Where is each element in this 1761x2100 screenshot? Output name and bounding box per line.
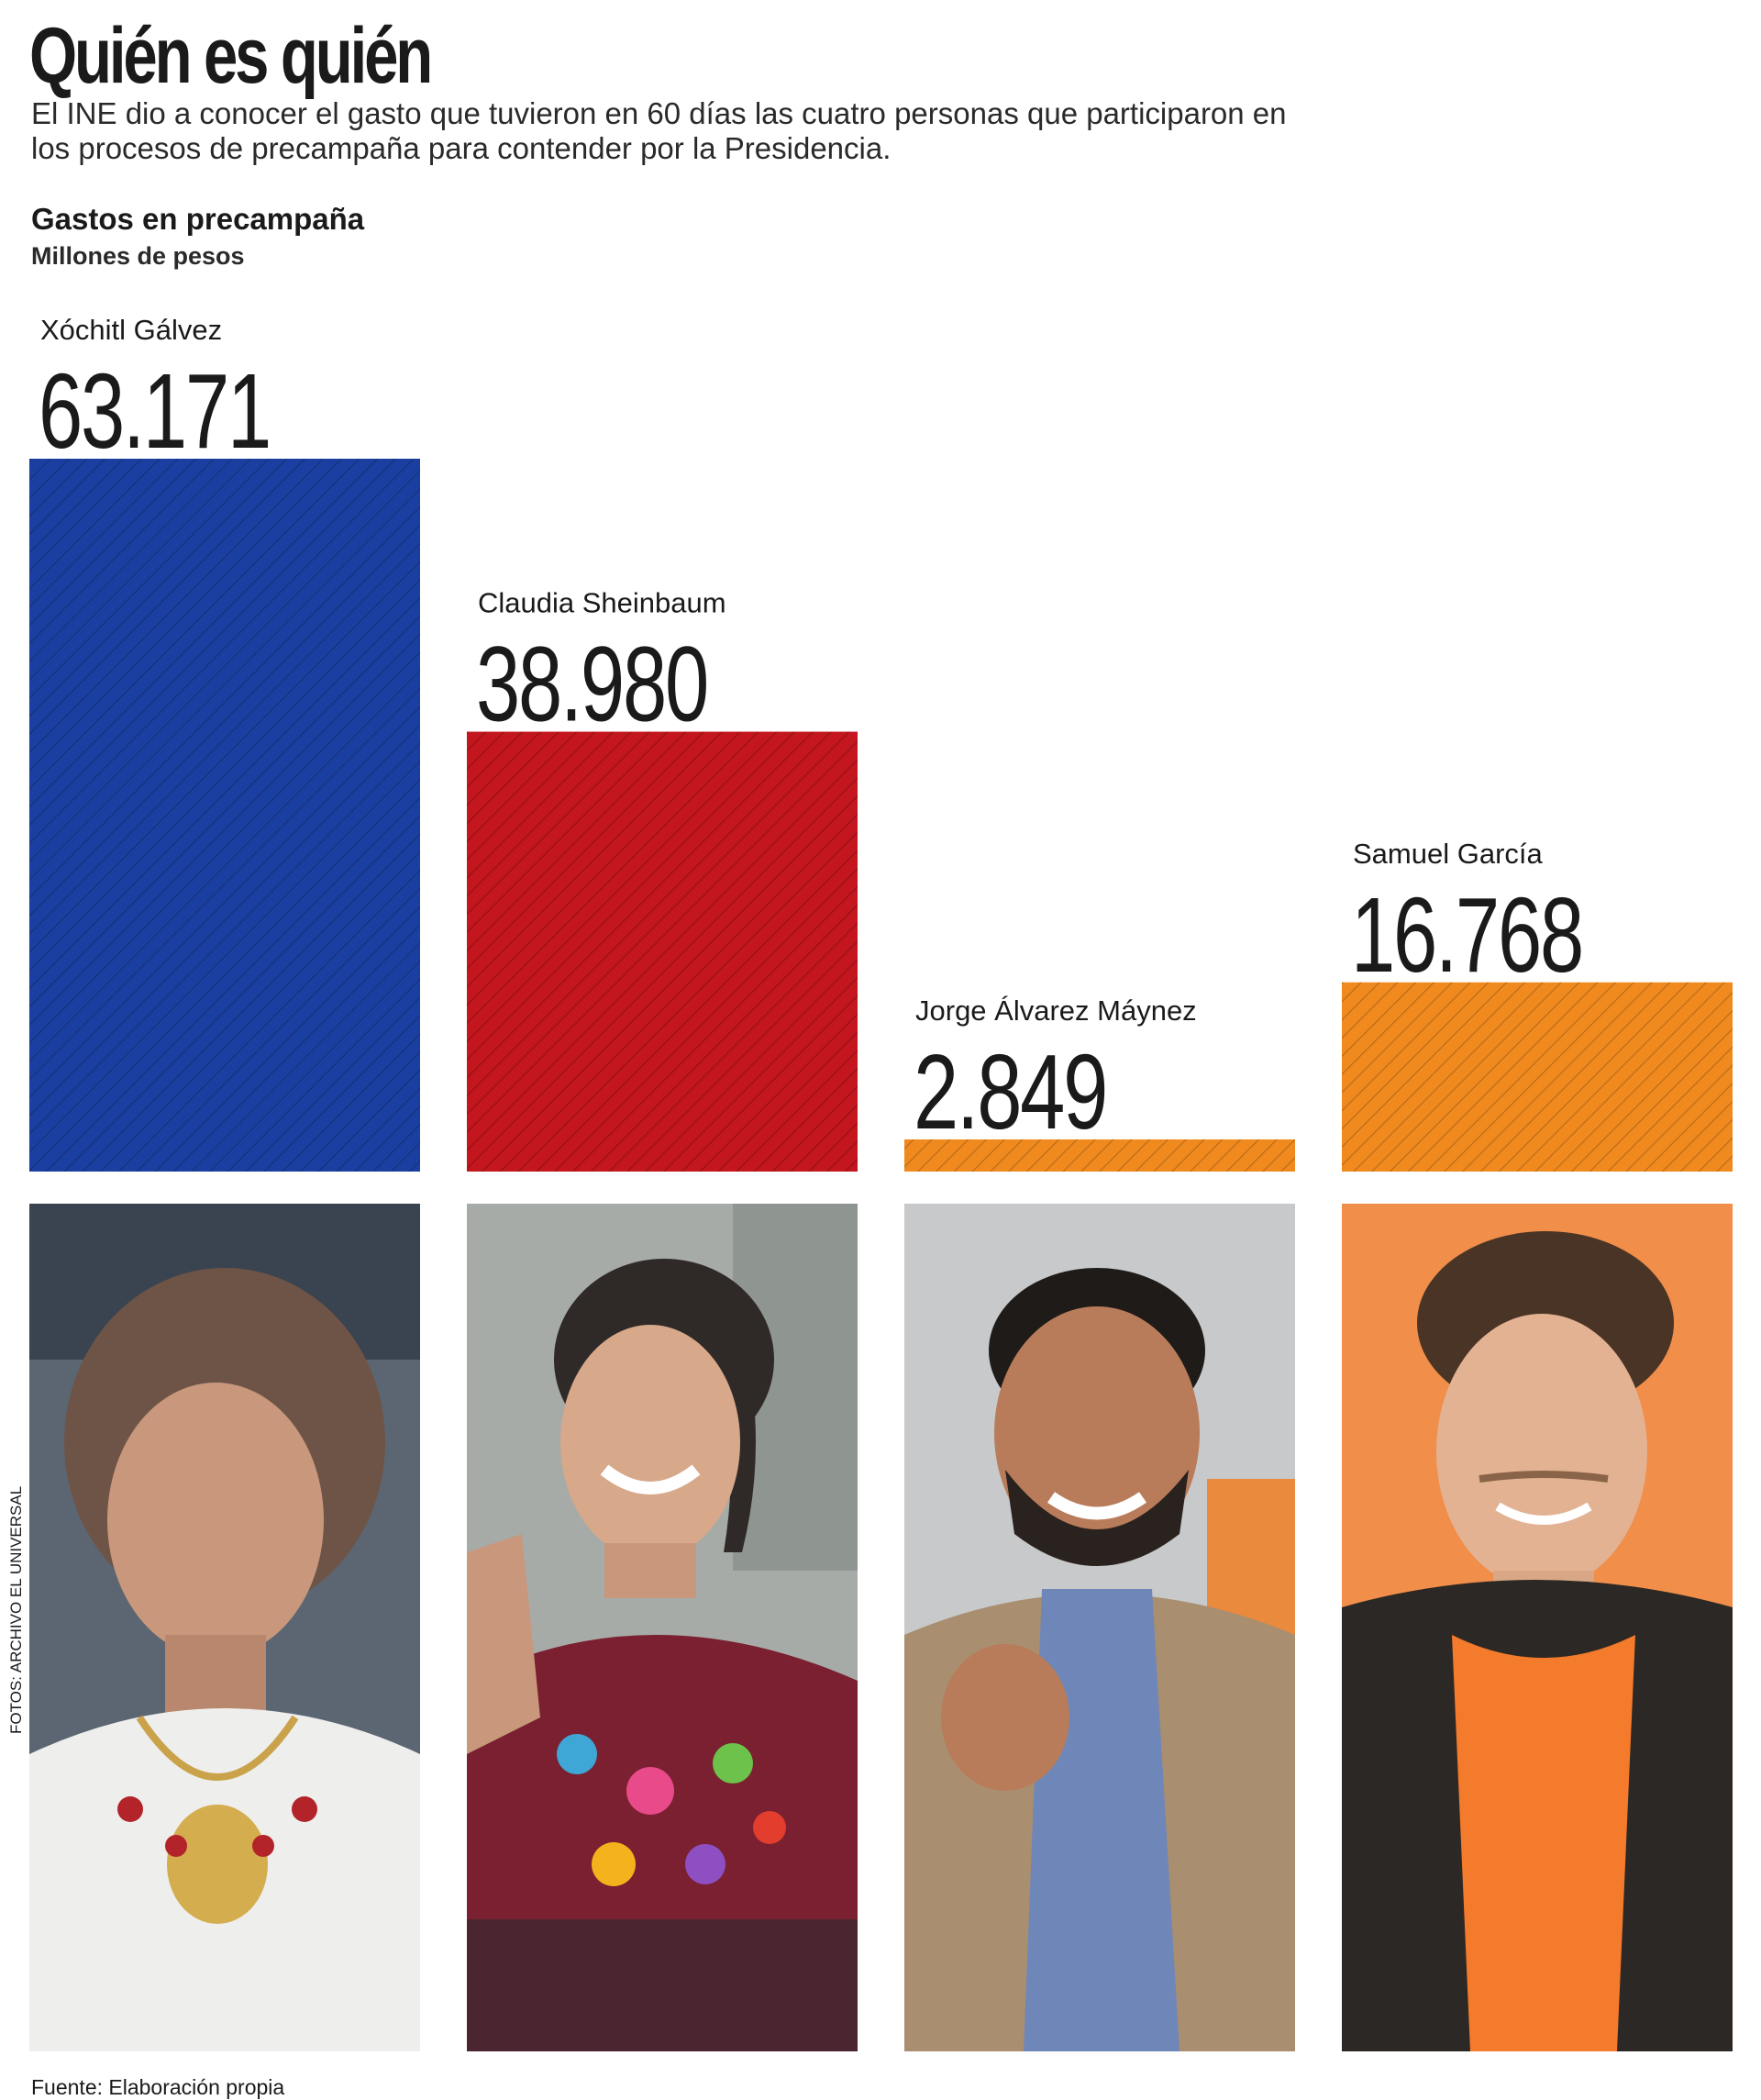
photo-credit: FOTOS: ARCHIVO EL UNIVERSAL [7,1485,25,1734]
photo-samuel-garcia [1342,1204,1733,2051]
bar-group-samuel-garcia: 16.768 Samuel García [1342,838,1733,1172]
photo-xochitl-galvez [29,1204,420,2051]
bar-category-label: Claudia Sheinbaum [478,587,726,619]
bar-hatch-xochitl-galvez [29,459,420,1172]
bar-hatch-samuel-garcia [1342,982,1733,1172]
page-subtitle: El INE dio a conocer el gasto que tuvier… [31,96,1287,165]
photo-jorge-alvarez-maynez [904,1204,1295,2051]
bar-category-label: Jorge Álvarez Máynez [915,994,1197,1027]
bar-value-label: 63.171 [39,351,270,471]
bar-chart: 63.171 Xóchitl Gálvez 38.980 Claudia Sheinb… [29,314,1733,1172]
bar-group-xochitl-galvez: 63.171 Xóchitl Gálvez [29,314,420,1172]
bar-hatch-jorge-alvarez-maynez [904,1139,1295,1172]
bar-value-label: 2.849 [914,1032,1106,1151]
bar-hatch-claudia-sheinbaum [467,731,858,1172]
bar-category-label: Samuel García [1353,838,1544,870]
bar-group-jorge-alvarez-maynez: 2.849 Jorge Álvarez Máynez [904,994,1295,1172]
bar-value-label: 16.768 [1351,875,1582,994]
chart-unit-label: Millones de pesos [31,242,245,270]
source-note: Fuente: Elaboración propia [31,2075,285,2099]
photo-claudia-sheinbaum [467,1204,858,2051]
chart-title: Gastos en precampaña [31,202,365,236]
bar-group-claudia-sheinbaum: 38.980 Claudia Sheinbaum [467,587,858,1172]
bar-value-label: 38.980 [476,625,707,744]
page-title: Quién es quién [29,12,433,100]
bar-category-label: Xóchitl Gálvez [40,314,222,346]
bars-layer: 63.171 Xóchitl Gálvez 38.980 Claudia Sheinb… [29,314,1733,1172]
